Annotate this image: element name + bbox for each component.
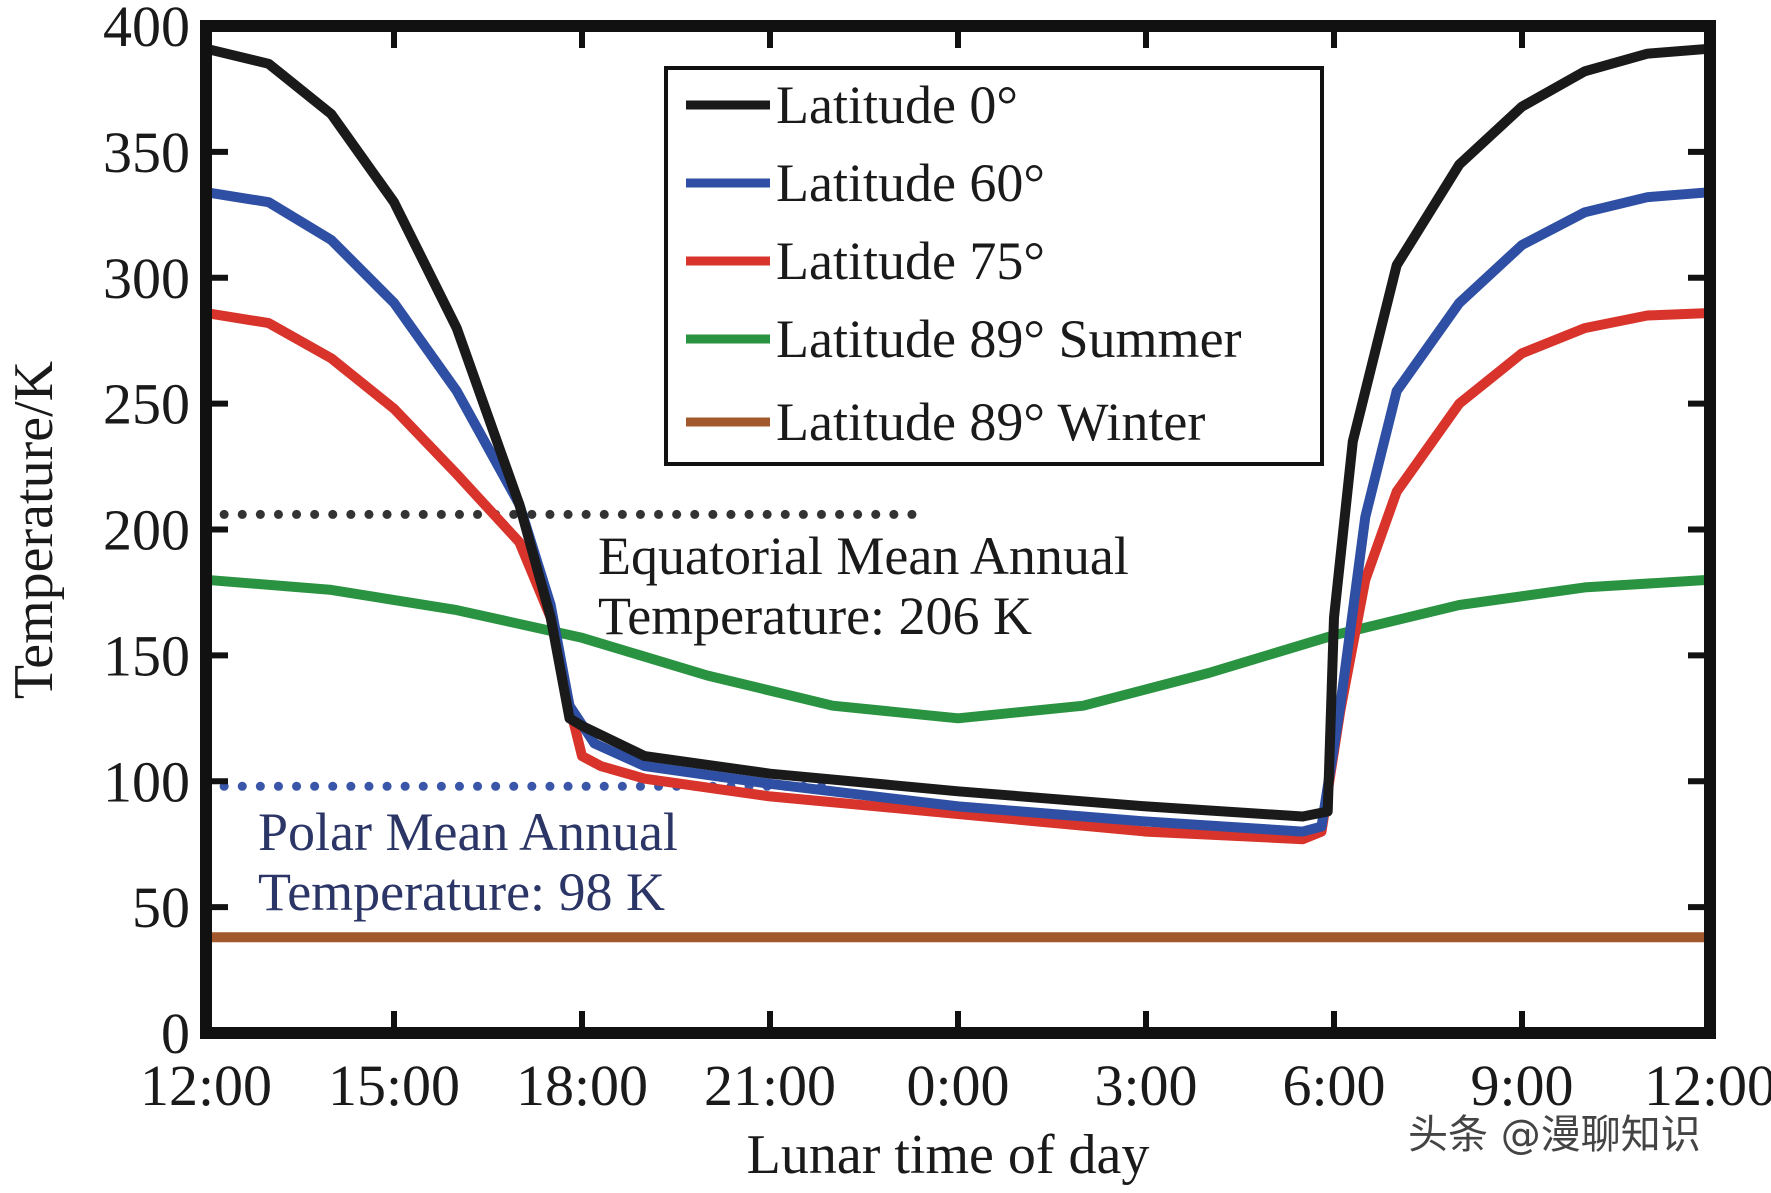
- x-tick-label: 15:00: [328, 1053, 460, 1118]
- y-tick-label: 250: [103, 372, 190, 437]
- y-tick-label: 50: [132, 875, 190, 940]
- series-lines: [201, 43, 1715, 943]
- x-tick-label: 18:00: [516, 1053, 648, 1118]
- y-tick-label: 400: [103, 0, 190, 59]
- polar-annotation-line2: Temperature: 98 K: [258, 862, 665, 922]
- x-tick-label: 12:00: [140, 1053, 272, 1118]
- x-tick-label: 6:00: [1282, 1053, 1385, 1118]
- y-tick-label: 100: [103, 749, 190, 814]
- series-line-latitude-75: [201, 308, 1715, 845]
- legend-label-lat0: Latitude 0°: [776, 75, 1018, 135]
- y-tick-label: 200: [103, 498, 190, 563]
- legend-label-lat60: Latitude 60°: [776, 153, 1045, 213]
- x-axis-title: Lunar time of day: [747, 1124, 1150, 1186]
- watermark: 头条 @漫聊知识: [1408, 1112, 1701, 1158]
- x-tick-label: 0:00: [906, 1053, 1009, 1118]
- equatorial-annotation-line1: Equatorial Mean Annual: [598, 526, 1129, 586]
- y-tick-label: 150: [103, 623, 190, 688]
- axis-ticks: 0 50 100 150 200 250 300 350 400 12:00 15:00 18:00 2…: [103, 0, 1771, 1118]
- x-tick-label: 9:00: [1470, 1053, 1573, 1118]
- series-line-latitude-60: [201, 187, 1715, 837]
- x-tick-label: 21:00: [704, 1053, 836, 1118]
- series-line-latitude-89-summer: [201, 574, 1715, 724]
- legend-label-lat75: Latitude 75°: [776, 231, 1045, 291]
- polar-annotation-line1: Polar Mean Annual: [258, 802, 678, 862]
- y-axis-title: Temperature/K: [3, 361, 65, 699]
- legend-label-lat89-winter: Latitude 89° Winter: [776, 392, 1205, 452]
- y-tick-label: 0: [161, 1001, 190, 1066]
- legend-label-lat89-summer: Latitude 89° Summer: [776, 309, 1242, 369]
- legend: Latitude 0° Latitude 60° Latitude 75° La…: [664, 66, 1324, 466]
- y-tick-label: 300: [103, 246, 190, 311]
- series-line-latitude-0: [201, 43, 1715, 822]
- equatorial-annotation-line2: Temperature: 206 K: [598, 586, 1032, 646]
- y-tick-label: 350: [103, 120, 190, 185]
- legend-box: [664, 66, 1324, 466]
- x-tick-label: 3:00: [1094, 1053, 1197, 1118]
- x-tick-label: 12:00: [1644, 1053, 1771, 1118]
